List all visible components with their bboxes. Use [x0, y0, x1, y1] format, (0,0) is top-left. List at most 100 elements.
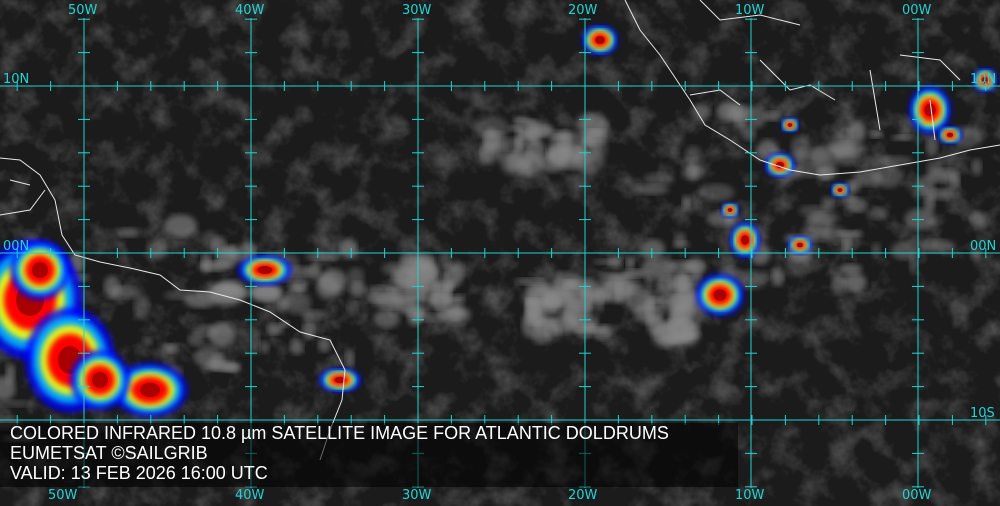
cloud	[201, 252, 212, 274]
convection-cell	[140, 382, 160, 398]
cloud	[685, 145, 702, 163]
cloud	[681, 195, 691, 211]
convection-cell	[32, 262, 48, 278]
convection-cell	[334, 376, 346, 384]
cloud	[142, 336, 153, 346]
cloud	[194, 345, 223, 368]
cloud	[250, 284, 282, 302]
cloud	[950, 173, 960, 189]
cloud	[831, 273, 846, 296]
cloud	[599, 324, 616, 336]
cloud	[891, 134, 914, 141]
cloud	[572, 151, 606, 173]
cloud	[971, 158, 982, 176]
lon-label-bottom: 30W	[402, 488, 432, 503]
cloud	[0, 400, 33, 407]
cloud	[133, 295, 150, 320]
cloud	[347, 267, 365, 287]
cloud	[969, 210, 985, 229]
cloud	[868, 131, 884, 139]
cloud	[109, 285, 143, 299]
cloud	[444, 297, 465, 307]
lat-label-right: 10S	[970, 406, 995, 421]
lon-label-bottom: 00W	[902, 488, 932, 503]
cloud	[283, 290, 312, 315]
lon-label-top: 40W	[235, 3, 265, 18]
cloud	[643, 172, 674, 186]
cloud	[926, 160, 944, 175]
cloud	[183, 291, 218, 308]
image-credit: EUMETSAT ©SAILGRIB	[10, 443, 208, 463]
cloud	[656, 276, 674, 296]
cloud	[675, 270, 689, 291]
cloud	[644, 298, 655, 324]
cloud	[339, 238, 358, 259]
image-title: COLORED INFRARED 10.8 µm SATELLITE IMAGE…	[10, 423, 669, 443]
cloud	[146, 239, 168, 261]
cloud	[741, 125, 756, 141]
cloud	[868, 206, 889, 220]
cloud	[305, 252, 340, 261]
caption-box	[0, 423, 738, 487]
lon-label-bottom: 40W	[235, 488, 265, 503]
cloud	[5, 362, 16, 385]
cloud	[116, 227, 141, 238]
cloud	[551, 129, 575, 140]
convection-cell	[837, 188, 843, 192]
cloud	[448, 305, 464, 321]
cloud	[250, 329, 260, 355]
convection-cell	[946, 132, 954, 138]
cloud	[266, 323, 284, 335]
cloud	[666, 315, 698, 340]
lon-label-top: 50W	[68, 3, 98, 18]
cloud	[771, 268, 784, 287]
lat-label-right: 10N	[970, 72, 997, 87]
cloud	[763, 111, 781, 121]
cloud	[521, 287, 555, 308]
cloud	[574, 112, 607, 137]
cloud	[641, 257, 675, 280]
cloud	[672, 240, 691, 248]
convection-cell	[257, 266, 273, 274]
cloud	[625, 255, 635, 270]
cloud	[187, 332, 204, 347]
cloud	[687, 158, 699, 182]
cloud	[318, 268, 347, 294]
convection-cell	[713, 289, 727, 301]
cloud	[666, 260, 698, 272]
convection-cell	[92, 372, 108, 388]
cloud	[690, 103, 711, 120]
cloud	[277, 296, 289, 313]
cloud	[192, 324, 220, 337]
cloud	[381, 262, 407, 276]
cloud	[817, 164, 838, 179]
cloud	[212, 282, 239, 302]
cloud	[260, 340, 270, 354]
cloud	[970, 249, 981, 261]
cloud	[928, 188, 953, 200]
cloud	[517, 120, 551, 139]
cloud	[843, 273, 867, 292]
cloud	[797, 163, 825, 178]
cloud	[216, 247, 240, 268]
cloud	[566, 299, 596, 312]
cloud	[301, 309, 327, 321]
lat-label-left: 10N	[3, 72, 30, 87]
cloud	[877, 155, 913, 166]
cloud	[640, 239, 665, 259]
cloud	[845, 197, 868, 213]
coastlines	[0, 0, 1000, 461]
cloud	[644, 275, 655, 287]
lon-label-bottom: 20W	[568, 488, 598, 503]
cloud	[919, 239, 955, 253]
cloud	[163, 343, 179, 354]
cloud	[491, 137, 527, 151]
cloud	[821, 196, 834, 211]
cloud	[785, 249, 811, 276]
cloud	[439, 250, 452, 271]
lon-label-bottom: 50W	[48, 488, 78, 503]
cloud	[727, 104, 752, 121]
cloud	[622, 269, 648, 278]
convection-cell	[981, 76, 989, 84]
